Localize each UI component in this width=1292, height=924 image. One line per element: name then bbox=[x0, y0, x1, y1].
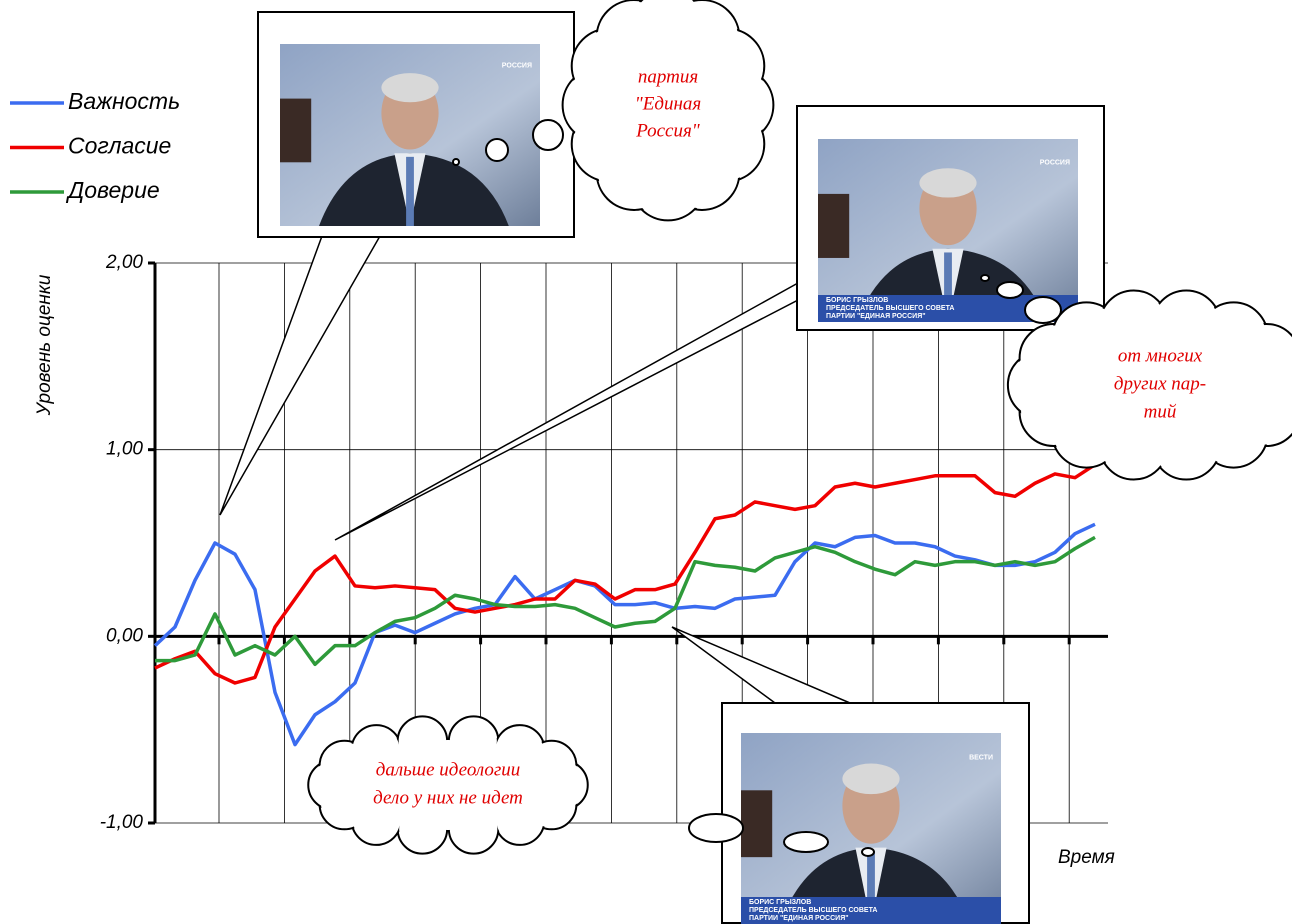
thought-bubble bbox=[532, 119, 564, 151]
speaker-tie bbox=[406, 156, 414, 226]
series-line bbox=[153, 522, 1096, 747]
legend-label: Важность bbox=[68, 88, 180, 114]
speaker-tie bbox=[867, 851, 875, 924]
cloud-text: дело у них не идет bbox=[373, 787, 523, 808]
speaker-hair bbox=[919, 168, 977, 198]
thought-cloud bbox=[1006, 289, 1292, 481]
thought-bubble bbox=[485, 138, 509, 162]
cloud-text: тий bbox=[1144, 401, 1177, 422]
cloud-text: других пар- bbox=[1114, 373, 1206, 394]
cloud-text: Россия" bbox=[635, 120, 701, 141]
caption-bar bbox=[741, 897, 1001, 924]
cloud-text: партия bbox=[638, 66, 698, 87]
cloud-fill bbox=[333, 740, 563, 830]
speech-tail bbox=[334, 281, 799, 541]
caption-text: БОРИС ГРЫЗЛОВ bbox=[749, 899, 811, 906]
cloud-text: дальше идеологии bbox=[376, 759, 521, 780]
thought-bubble bbox=[1024, 296, 1062, 324]
y-axis-label: Уровень оценки bbox=[34, 274, 55, 416]
legend-label: Согласие bbox=[68, 133, 171, 159]
cloud-fill bbox=[600, 27, 736, 183]
speaker-hair bbox=[381, 73, 439, 103]
bookshelf bbox=[280, 98, 312, 163]
caption-text: ПАРТИИ "ЕДИНАЯ РОССИЯ" bbox=[749, 915, 849, 922]
caption-text: БОРИС ГРЫЗЛОВ bbox=[826, 297, 888, 304]
cloud-fill bbox=[1042, 323, 1278, 447]
speaker-tie bbox=[944, 252, 952, 322]
speaker-hair bbox=[842, 763, 900, 795]
thought-bubble bbox=[861, 847, 875, 857]
y-tick-label: 0,00 bbox=[106, 625, 143, 646]
thought-bubble bbox=[688, 813, 744, 843]
cloud-text: от многих bbox=[1118, 345, 1203, 366]
y-tick-label: 1,00 bbox=[106, 439, 143, 460]
thought-cloud bbox=[561, 0, 775, 222]
thought-bubble bbox=[452, 158, 460, 166]
cloud-text: "Единая bbox=[635, 93, 701, 114]
series-line bbox=[155, 535, 1096, 667]
series-line bbox=[154, 463, 1096, 685]
thought-bubble bbox=[783, 831, 829, 853]
thought-cloud bbox=[307, 715, 589, 855]
legend-label: Доверие bbox=[65, 177, 160, 203]
thought-bubble bbox=[996, 281, 1024, 299]
y-tick-label: 2,00 bbox=[105, 252, 143, 273]
y-tick-label: -1,00 bbox=[100, 812, 144, 833]
caption-text: ПРЕДСЕДАТЕЛЬ ВЫСШЕГО СОВЕТА bbox=[826, 305, 954, 312]
x-axis-label: Время bbox=[1058, 847, 1115, 868]
speech-tail bbox=[671, 626, 851, 704]
channel-logo: РОССИЯ bbox=[1040, 160, 1070, 167]
channel-logo: ВЕСТИ bbox=[969, 755, 993, 762]
bookshelf bbox=[818, 193, 850, 258]
bookshelf bbox=[741, 790, 773, 858]
channel-logo: РОССИЯ bbox=[502, 63, 532, 70]
caption-text: ПАРТИИ "ЕДИНАЯ РОССИЯ" bbox=[826, 313, 926, 320]
thought-bubble bbox=[980, 274, 990, 282]
caption-text: ПРЕДСЕДАТЕЛЬ ВЫСШЕГО СОВЕТА bbox=[749, 907, 877, 914]
speech-tail bbox=[219, 235, 382, 516]
